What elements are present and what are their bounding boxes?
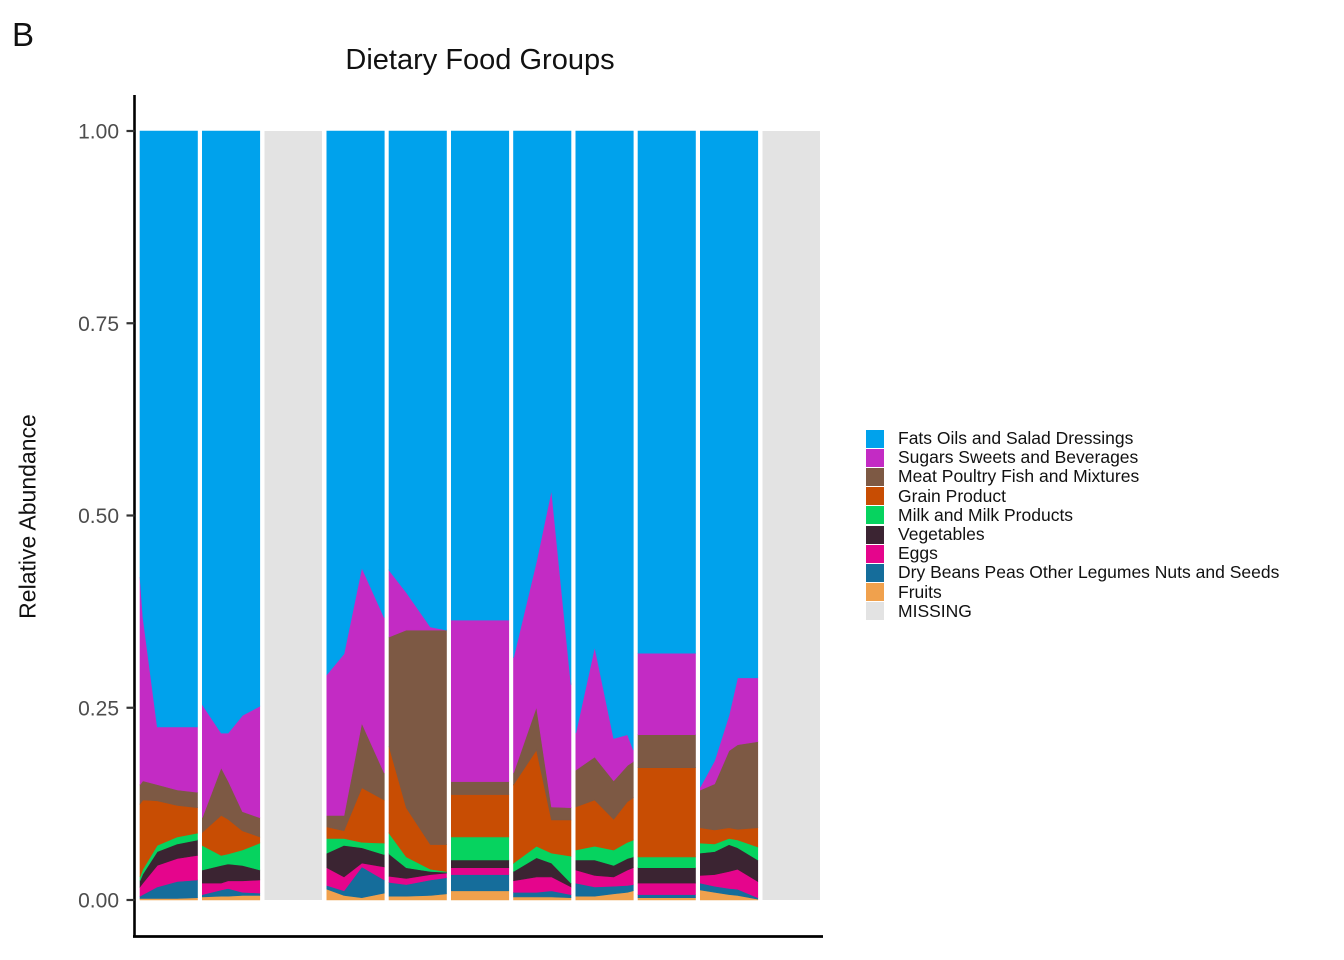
legend-swatch xyxy=(866,429,884,448)
legend-item: Fats Oils and Salad Dressings xyxy=(866,429,1279,448)
missing-sample-panel xyxy=(762,131,820,900)
y-tick-label: 0.00 xyxy=(78,890,119,913)
legend-label: Dry Beans Peas Other Legumes Nuts and Se… xyxy=(898,562,1280,583)
area-layer xyxy=(575,130,634,751)
legend-swatch xyxy=(866,506,884,525)
area-layer xyxy=(637,894,696,899)
legend-swatch xyxy=(866,602,884,621)
area-layer xyxy=(637,882,696,895)
legend-swatch xyxy=(866,583,884,602)
area-layer xyxy=(388,130,447,631)
legend: Fats Oils and Salad Dressings Sugars Swee… xyxy=(866,429,1279,621)
area-layer xyxy=(637,897,696,901)
area-layer xyxy=(450,859,510,869)
area-layer xyxy=(637,652,696,736)
legend-item: Milk and Milk Products xyxy=(866,504,1279,525)
legend-item: Sugars Sweets and Beverages xyxy=(866,448,1279,467)
chart-title: Dietary Food Groups xyxy=(345,44,615,76)
legend-item: Dry Beans Peas Other Legumes Nuts and Se… xyxy=(866,563,1279,582)
area-layer xyxy=(450,836,510,861)
area-layer xyxy=(637,767,696,858)
legend-swatch xyxy=(866,563,884,582)
area-layer xyxy=(450,781,510,795)
area-layer xyxy=(450,874,510,892)
legend-swatch xyxy=(866,525,884,544)
area-layer xyxy=(637,867,696,884)
legend-item: Meat Poultry Fish and Mixtures xyxy=(866,467,1279,486)
legend-label: Eggs xyxy=(898,543,938,564)
area-layer xyxy=(699,130,759,788)
legend-label: Vegetables xyxy=(898,524,985,545)
y-tick-label: 0.75 xyxy=(78,313,119,336)
y-tick-label: 1.00 xyxy=(78,121,119,144)
legend-swatch xyxy=(866,544,884,563)
area-layer xyxy=(637,734,696,769)
area-layer xyxy=(637,856,696,869)
legend-swatch xyxy=(866,487,884,506)
legend-label: Sugars Sweets and Beverages xyxy=(898,447,1139,468)
legend-label: MISSING xyxy=(898,600,972,621)
legend-label: Grain Product xyxy=(898,485,1006,506)
area-layer xyxy=(450,867,510,875)
area-layer xyxy=(513,130,572,685)
legend-label: Milk and Milk Products xyxy=(898,504,1074,525)
legend-item: Eggs xyxy=(866,544,1279,563)
panel-tag: B xyxy=(12,16,35,53)
legend-swatch xyxy=(866,448,884,467)
area-layer xyxy=(637,130,696,654)
area-layer xyxy=(139,130,198,728)
legend-label: Fats Oils and Salad Dressings xyxy=(898,428,1134,449)
missing-sample-panel xyxy=(264,131,322,900)
legend-item: Vegetables xyxy=(866,525,1279,544)
area-layer xyxy=(326,130,385,676)
area-layer xyxy=(450,619,510,782)
y-tick-label: 0.25 xyxy=(78,697,119,720)
legend-item: MISSING xyxy=(866,600,1279,621)
area-layer xyxy=(450,890,510,901)
area-layer xyxy=(450,130,510,621)
area-layer xyxy=(450,794,510,838)
legend-label: Fruits xyxy=(898,581,942,602)
legend-label: Meat Poultry Fish and Mixtures xyxy=(898,466,1140,487)
legend-item: Fruits xyxy=(866,581,1279,602)
legend-item: Grain Product xyxy=(866,485,1279,506)
area-layer xyxy=(202,130,261,734)
y-tick-label: 0.50 xyxy=(78,505,119,528)
legend-swatch xyxy=(866,467,884,486)
